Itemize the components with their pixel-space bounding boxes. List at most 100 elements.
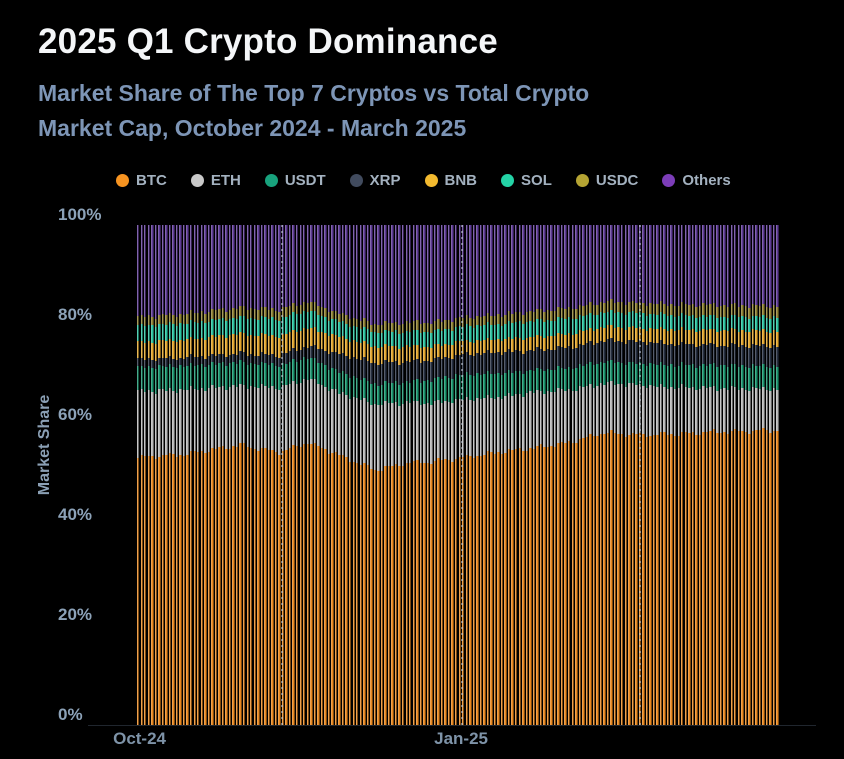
- stacked-bar: [430, 225, 433, 725]
- bnb-segment: [507, 336, 511, 350]
- eth-segment: [472, 401, 476, 459]
- stacked-bar: [341, 225, 345, 725]
- eth-segment: [748, 391, 751, 434]
- btc-segment: [405, 463, 408, 725]
- xrp-segment: [338, 354, 341, 373]
- bnb-segment: [250, 334, 253, 354]
- xrp-segment: [394, 361, 398, 382]
- sol-segment: [628, 312, 631, 327]
- sol-segment: [575, 319, 578, 334]
- usdt-segment: [440, 379, 444, 404]
- xrp-segment: [504, 351, 507, 373]
- btc-segment: [670, 434, 673, 725]
- usdt-segment: [522, 373, 525, 397]
- xrp-segment: [433, 357, 437, 378]
- others-segment: [606, 225, 610, 301]
- xrp-segment: [281, 353, 285, 363]
- sol-segment: [257, 319, 260, 337]
- sol-segment: [182, 324, 186, 341]
- btc-segment: [221, 446, 225, 725]
- usdc-segment: [536, 308, 539, 319]
- bnb-segment: [218, 335, 221, 354]
- xrp-segment: [518, 350, 521, 371]
- usdc-segment: [211, 308, 214, 319]
- usdt-segment: [589, 361, 592, 384]
- usdc-segment: [327, 312, 331, 321]
- xrp-segment: [758, 345, 762, 367]
- sol-segment: [525, 322, 529, 338]
- usdt-segment: [154, 369, 158, 394]
- xrp-segment: [695, 347, 698, 368]
- sol-segment: [189, 320, 193, 337]
- xrp-segment: [589, 341, 592, 362]
- usdc-segment: [741, 304, 744, 316]
- stacked-bar: [642, 225, 645, 725]
- stacked-bar: [370, 225, 373, 725]
- usdc-segment: [232, 307, 235, 318]
- chart-subtitle-line-2: Market Cap, October 2024 - March 2025: [38, 115, 467, 141]
- bnb-segment: [363, 340, 366, 358]
- eth-segment: [525, 393, 529, 451]
- sol-segment: [490, 324, 493, 341]
- btc-segment: [518, 448, 521, 725]
- stacked-bar: [663, 225, 666, 725]
- usdt-segment: [582, 365, 585, 388]
- stacked-bar: [462, 225, 465, 725]
- xrp-segment: [267, 355, 271, 365]
- sol-segment: [419, 333, 423, 349]
- bnb-segment: [674, 331, 677, 347]
- sol-segment: [631, 311, 635, 327]
- xrp-segment: [507, 349, 511, 371]
- stacked-bar: [723, 225, 726, 725]
- btc-segment: [599, 434, 603, 725]
- others-segment: [631, 225, 635, 301]
- btc-segment: [246, 446, 249, 725]
- btc-segment: [621, 433, 624, 725]
- usdt-segment: [546, 368, 550, 392]
- stacked-bar: [539, 225, 543, 725]
- usdt-segment: [539, 368, 543, 391]
- sol-segment: [377, 333, 380, 348]
- xrp-segment: [426, 361, 430, 381]
- stacked-bar: [409, 225, 412, 725]
- sol-segment: [772, 316, 776, 331]
- usdc-segment: [469, 317, 472, 327]
- bnb-segment: [727, 331, 730, 347]
- usdt-segment: [592, 365, 596, 388]
- bnb-segment: [437, 343, 440, 358]
- stacked-bar: [712, 225, 716, 725]
- xrp-segment: [571, 348, 574, 370]
- stacked-bar: [158, 225, 161, 725]
- eth-segment: [596, 386, 599, 437]
- btc-segment: [242, 443, 246, 725]
- eth-segment: [624, 387, 627, 437]
- bnb-segment: [324, 333, 327, 351]
- eth-segment: [366, 401, 370, 465]
- btc-segment: [447, 459, 451, 725]
- stacked-bar: [744, 225, 748, 725]
- others-segment: [525, 225, 529, 313]
- others-segment: [723, 225, 726, 306]
- eth-segment: [430, 404, 433, 465]
- usdt-segment: [193, 365, 196, 390]
- usdt-segment: [285, 363, 288, 386]
- sol-segment: [571, 319, 574, 336]
- others-segment: [454, 225, 458, 318]
- stacked-bar: [228, 225, 232, 725]
- xrp-segment: [734, 344, 737, 365]
- stacked-bar: [320, 225, 324, 725]
- usdt-segment: [674, 366, 677, 389]
- stacked-bar: [578, 225, 582, 725]
- sol-segment: [518, 321, 521, 338]
- sol-segment: [225, 321, 228, 338]
- stacked-bar: [624, 225, 627, 725]
- xrp-segment: [462, 354, 465, 375]
- stacked-bar: [451, 225, 454, 725]
- eth-segment: [218, 386, 221, 448]
- usdt-segment: [705, 365, 709, 389]
- stacked-bar: [242, 225, 246, 725]
- eth-segment: [295, 383, 299, 446]
- btc-segment: [730, 430, 733, 725]
- xrp-segment: [550, 350, 553, 370]
- usdt-segment: [628, 361, 631, 384]
